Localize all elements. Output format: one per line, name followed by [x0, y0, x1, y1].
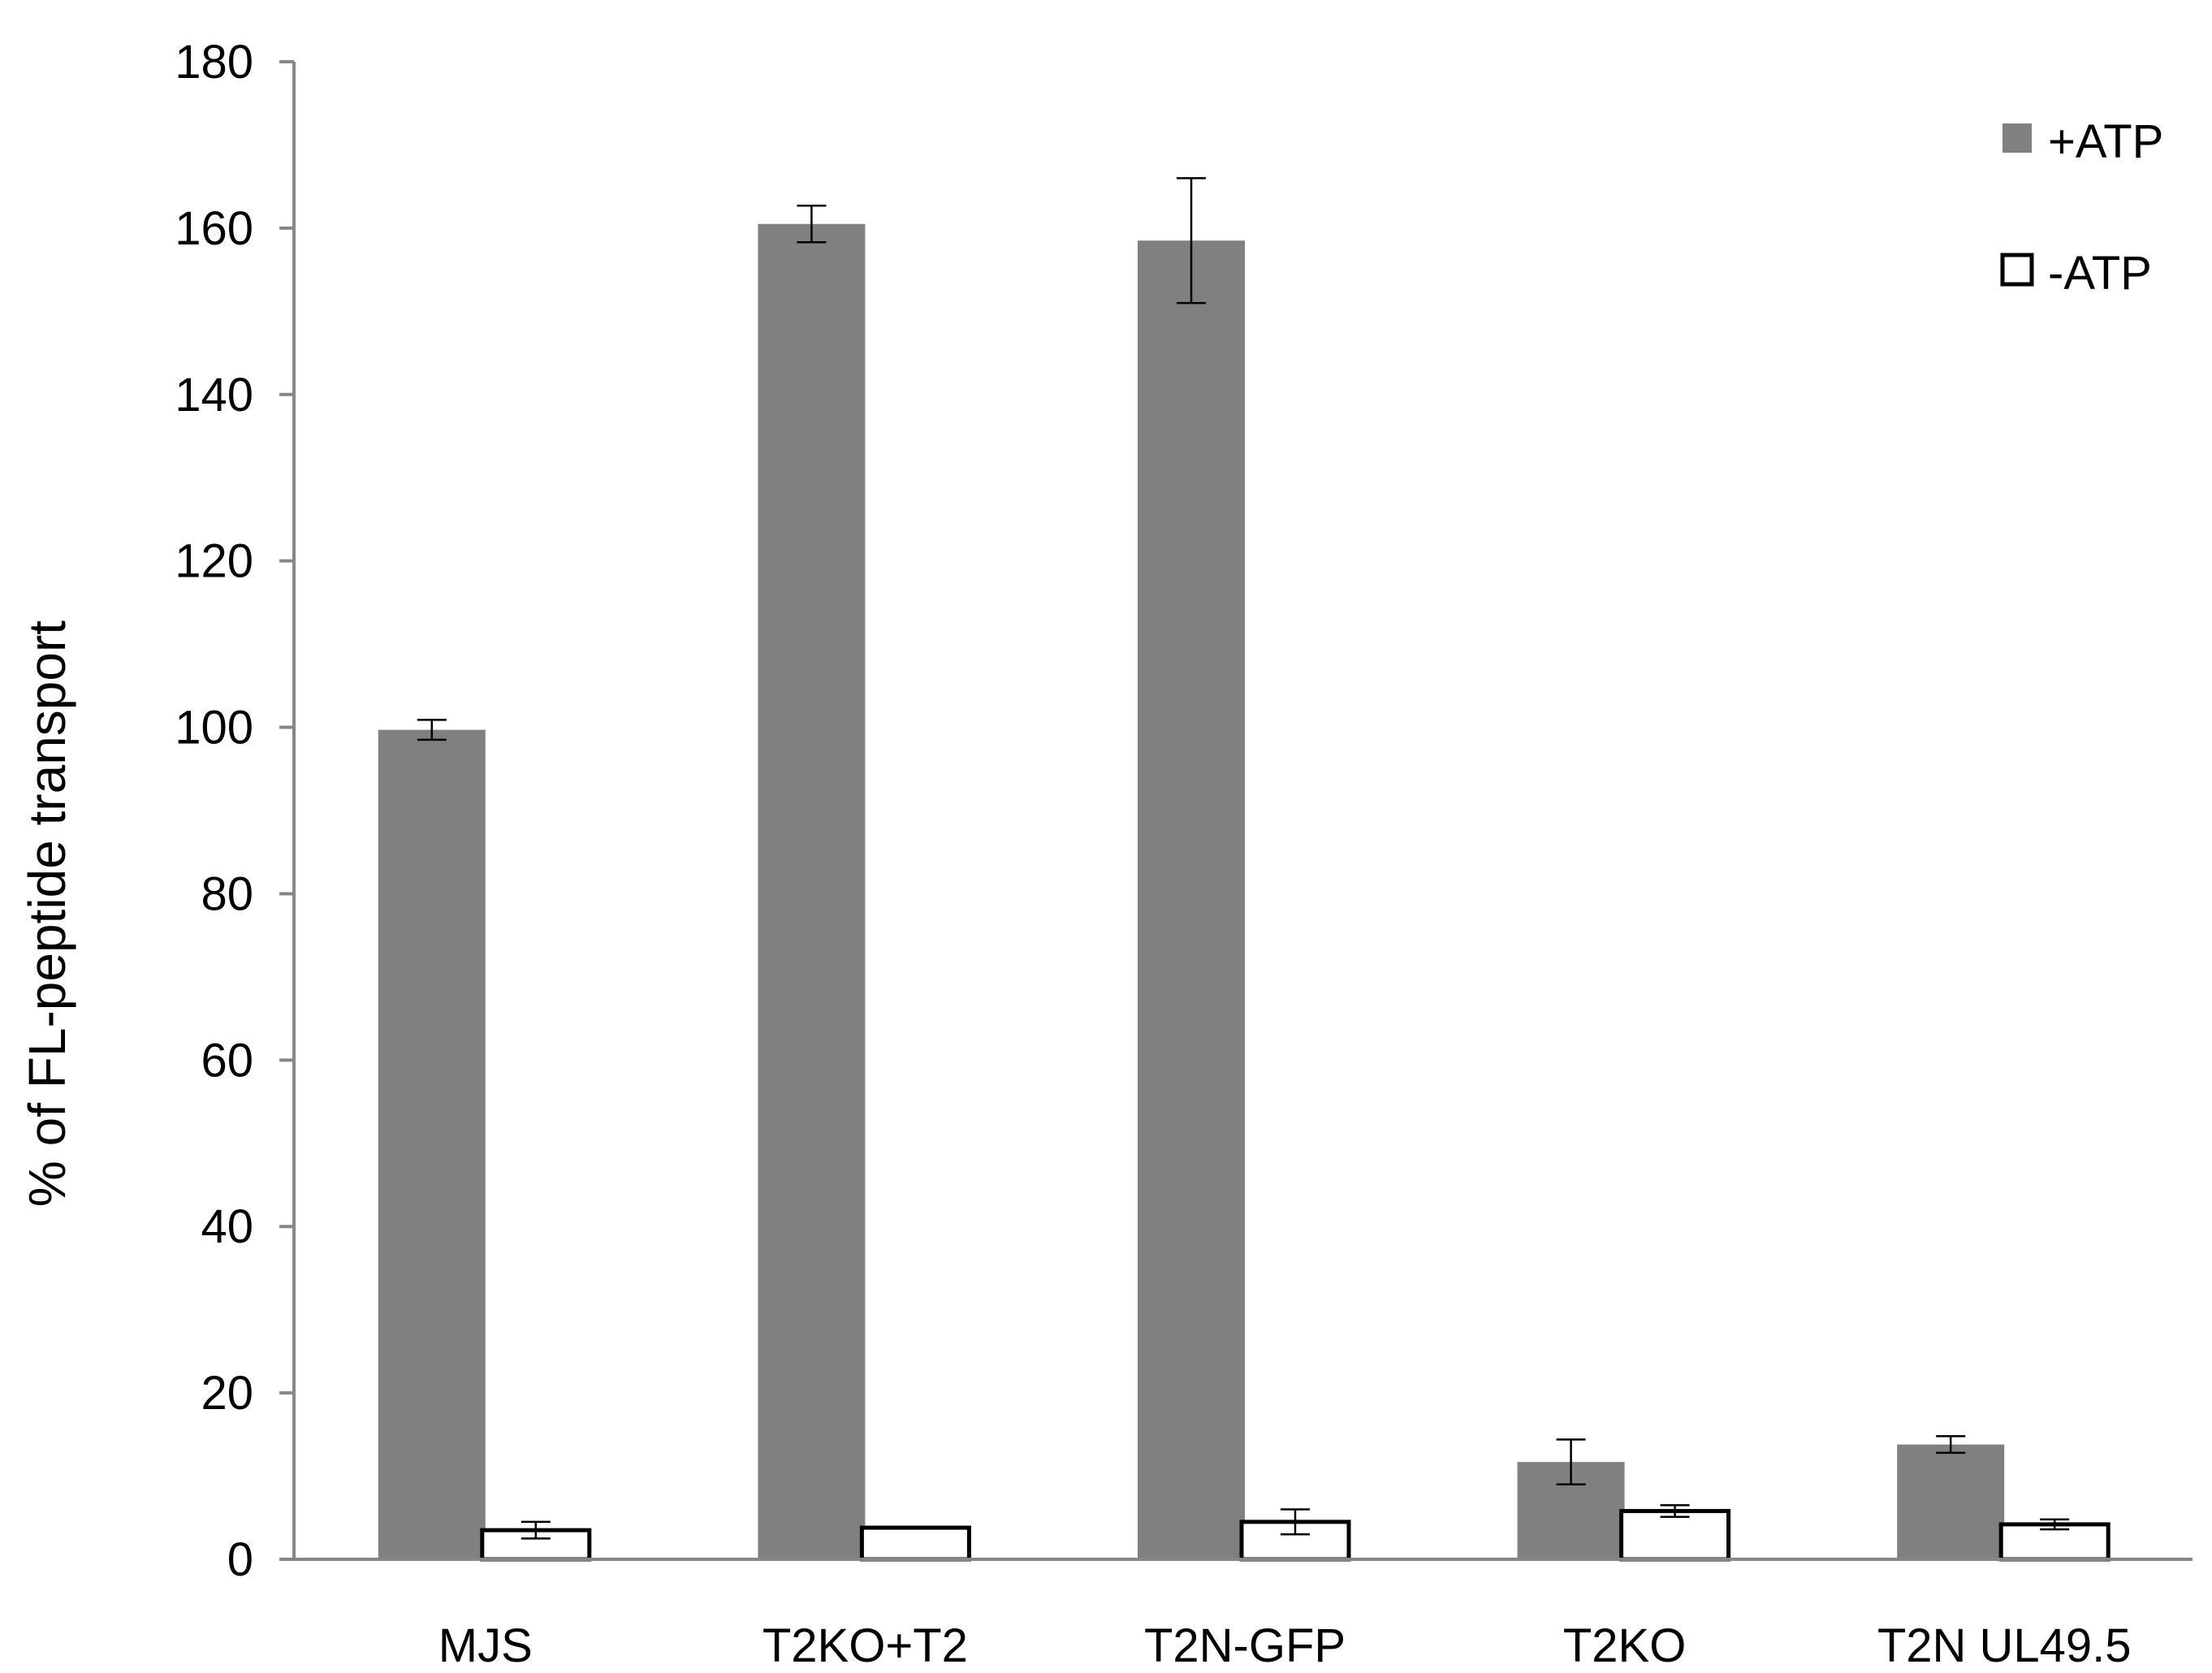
y-axis-title: % of FL-peptide transport [18, 620, 76, 1207]
bar-plus-atp-1 [758, 223, 866, 1560]
y-tick-label: 20 [201, 1367, 253, 1420]
y-tick-label: 160 [175, 202, 253, 255]
x-category-label: T2N-GFP [1144, 1619, 1346, 1672]
legend-label: -ATP [2048, 247, 2152, 300]
x-category-labels: MJS T2KO+T2 T2N-GFP T2KO T2N UL49.5 [439, 1619, 2132, 1672]
x-category-label: T2KO [1563, 1619, 1687, 1672]
y-tick-label: 180 [175, 36, 253, 89]
y-tick-label: 40 [201, 1200, 253, 1253]
bar-plus-atp-0 [378, 729, 486, 1559]
y-tick-label: 0 [227, 1533, 253, 1586]
x-category-label: T2N UL49.5 [1877, 1619, 2132, 1672]
legend: +ATP -ATP [2000, 115, 2163, 300]
y-tick-label: 80 [201, 867, 253, 920]
x-category-label: MJS [439, 1619, 533, 1672]
legend-swatch [2000, 253, 2034, 287]
bars-layer [378, 223, 2110, 1562]
bar-minus-atp-1 [859, 1525, 971, 1562]
y-tick-label: 120 [175, 535, 253, 588]
y-tick-label: 60 [201, 1034, 253, 1087]
bar-minus-atp-3 [1619, 1509, 1731, 1562]
legend-swatch [2002, 123, 2032, 153]
x-category-label: T2KO+T2 [763, 1619, 968, 1672]
error-bars-layer [417, 177, 2070, 1540]
y-ticks: 0 20 40 60 80 100 120 140 160 180 [175, 36, 294, 1586]
y-tick-label: 100 [175, 702, 253, 754]
bar-plus-atp-2 [1138, 240, 1245, 1559]
y-tick-label: 140 [175, 369, 253, 421]
legend-label: +ATP [2048, 115, 2163, 168]
axes-layer [284, 62, 2193, 1561]
bar-plus-atp-4 [1897, 1444, 2005, 1559]
